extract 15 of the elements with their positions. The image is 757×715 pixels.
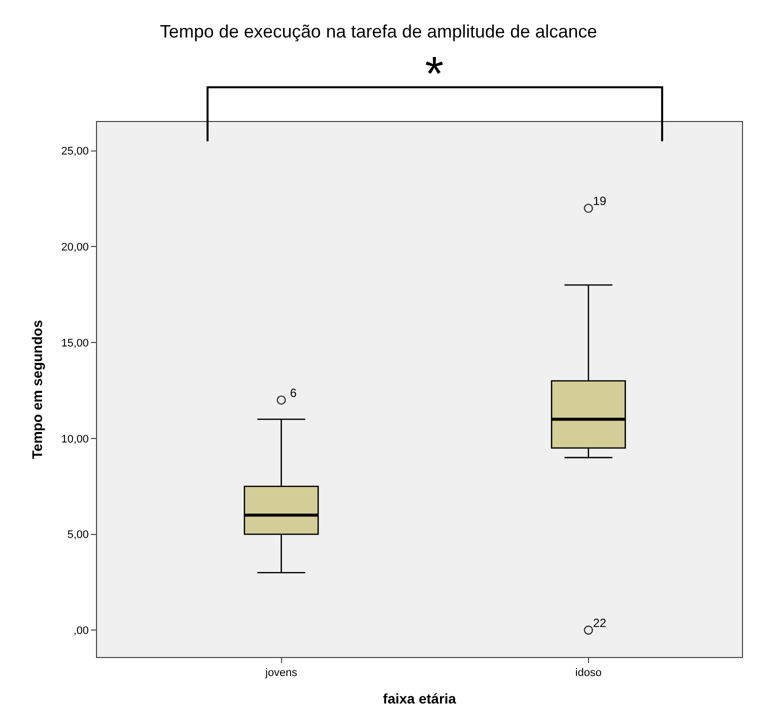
- y-axis-title: Tempo em segundos: [28, 320, 45, 459]
- annotation: 22: [593, 616, 607, 630]
- x-tick-label: idoso: [575, 667, 602, 680]
- annotation: 6: [290, 386, 297, 400]
- x-tick-label: jovens: [264, 667, 298, 680]
- annotation: 19: [593, 194, 607, 208]
- y-tick-label: ,00: [74, 625, 89, 637]
- chart-title: Tempo de execução na tarefa de amplitude de alcance: [160, 22, 598, 42]
- y-tick-label: 20,00: [61, 241, 89, 254]
- y-tick-label: 25,00: [61, 146, 89, 158]
- y-tick-label: 15,00: [61, 337, 89, 350]
- y-tick-label: 5,00: [67, 529, 89, 542]
- y-tick-label: 10,00: [61, 433, 89, 446]
- x-axis-title: faixa etária: [382, 690, 456, 706]
- text: *: [425, 48, 444, 101]
